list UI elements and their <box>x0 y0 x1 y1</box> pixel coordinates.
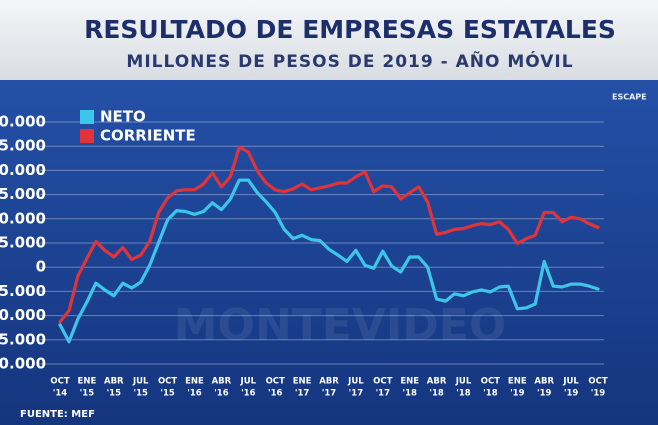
x-tick-label: ABR <box>104 377 124 387</box>
y-tick-label: -15.000 <box>0 330 46 348</box>
chart-title: RESULTADO DE EMPRESAS ESTATALES <box>84 15 616 44</box>
x-tick-label: JUL <box>240 377 257 387</box>
y-tick-label: -10.000 <box>0 306 46 324</box>
x-tick-label: OCT <box>158 377 177 387</box>
x-tick-label: '14 <box>53 389 68 399</box>
x-tick-label: ABR <box>319 377 339 387</box>
x-tick-label: '15 <box>107 389 122 399</box>
y-tick-label: 25.000 <box>0 137 46 155</box>
x-tick-label: '19 <box>564 389 579 399</box>
x-tick-label: ENE <box>400 377 419 387</box>
x-tick-label: '15 <box>160 389 175 399</box>
legend-label: NETO <box>100 108 146 126</box>
y-tick-label: 20.000 <box>0 161 46 179</box>
legend-swatch <box>80 110 94 124</box>
y-tick-label: -5.000 <box>0 282 46 300</box>
legend-swatch <box>80 129 94 143</box>
x-tick-label: '15 <box>133 389 148 399</box>
header-band <box>0 0 658 80</box>
watermark: MONTEVIDEO <box>174 300 507 351</box>
x-tick-label: OCT <box>266 377 285 387</box>
x-tick-label: '17 <box>322 389 337 399</box>
x-tick-label: OCT <box>50 377 69 387</box>
x-tick-label: JUL <box>347 377 364 387</box>
x-tick-label: '18 <box>456 389 471 399</box>
y-tick-label: 10.000 <box>0 209 46 227</box>
source: FUENTE: MEF <box>20 409 95 420</box>
x-tick-label: ENE <box>78 377 97 387</box>
y-tick-label: 0 <box>36 258 46 276</box>
x-tick-label: '16 <box>214 389 229 399</box>
x-tick-label: OCT <box>373 377 392 387</box>
x-tick-label: JUL <box>132 377 149 387</box>
x-tick-label: OCT <box>588 377 607 387</box>
x-tick-label: '17 <box>376 389 391 399</box>
x-tick-label: ENE <box>508 377 527 387</box>
y-tick-label: 5.000 <box>0 234 46 252</box>
x-tick-label: OCT <box>481 377 500 387</box>
x-tick-label: ENE <box>185 377 204 387</box>
x-tick-label: '19 <box>537 389 552 399</box>
x-tick-label: ABR <box>212 377 232 387</box>
corner-label: ESCAPE <box>612 93 647 102</box>
legend-label: CORRIENTE <box>100 127 196 145</box>
x-tick-label: ENE <box>293 377 312 387</box>
chart-subtitle: MILLONES DE PESOS DE 2019 - AÑO MÓVIL <box>126 49 573 72</box>
x-tick-label: '17 <box>349 389 364 399</box>
y-tick-label: 15.000 <box>0 185 46 203</box>
y-tick-label: -20.000 <box>0 355 46 373</box>
x-tick-label: '16 <box>241 389 256 399</box>
x-tick-label: ABR <box>534 377 554 387</box>
y-tick-label: 30.000 <box>0 113 46 131</box>
x-tick-label: JUL <box>562 377 579 387</box>
x-tick-label: '16 <box>268 389 283 399</box>
x-tick-label: '19 <box>510 389 525 399</box>
x-tick-label: '18 <box>402 389 417 399</box>
series-line <box>58 145 600 324</box>
x-tick-label: '16 <box>187 389 202 399</box>
x-tick-label: '18 <box>429 389 444 399</box>
x-tick-label: '18 <box>483 389 498 399</box>
x-tick-label: JUL <box>455 377 472 387</box>
series-line <box>58 178 600 344</box>
x-tick-label: ABR <box>427 377 447 387</box>
x-tick-label: '15 <box>80 389 95 399</box>
x-tick-label: '19 <box>591 389 606 399</box>
x-tick-label: '17 <box>295 389 310 399</box>
